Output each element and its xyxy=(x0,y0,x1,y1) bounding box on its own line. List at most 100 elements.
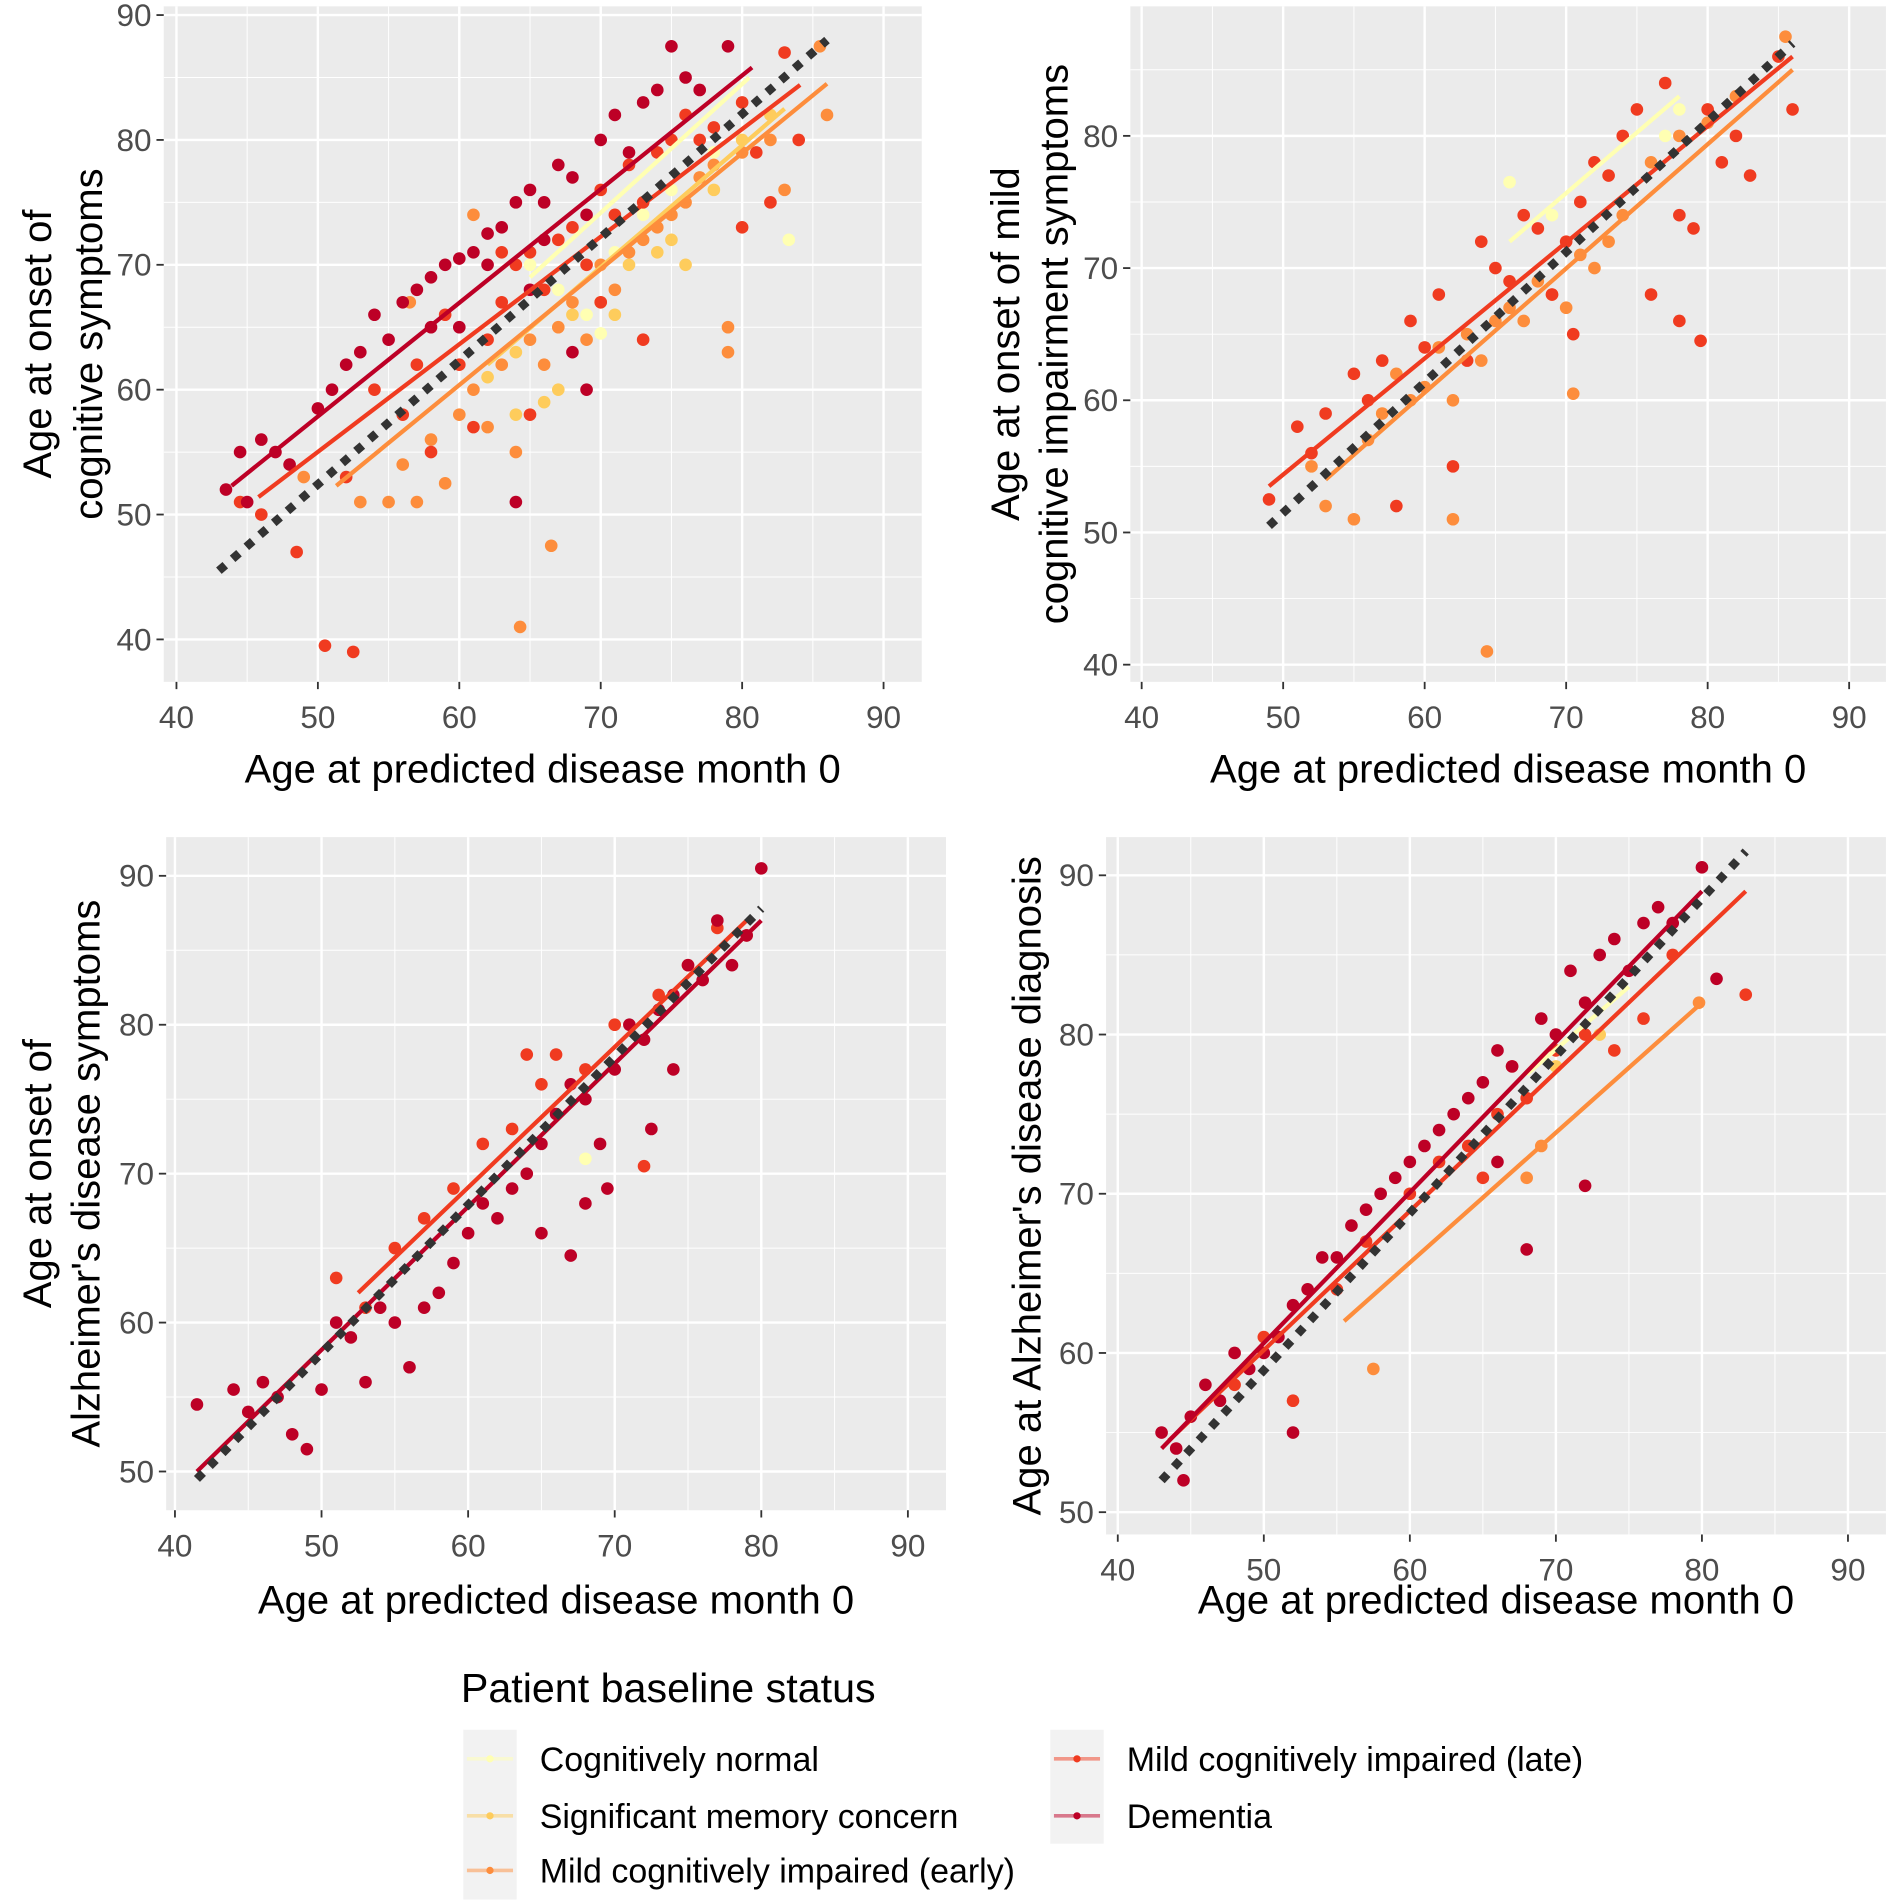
data-point-ad xyxy=(438,258,452,272)
data-point-ad xyxy=(1374,1187,1387,1201)
data-point-ad xyxy=(344,1331,358,1344)
data-point-emci xyxy=(1474,354,1488,367)
x-tick-label: 60 xyxy=(1407,699,1442,735)
data-point-emci xyxy=(509,445,523,459)
data-point-smc xyxy=(707,183,721,197)
y-tick-label: 60 xyxy=(117,372,152,408)
data-point-cn xyxy=(1658,129,1672,143)
y-tick-label: 80 xyxy=(117,122,152,158)
data-point-lmci xyxy=(608,1018,622,1032)
fit-line-ad xyxy=(1160,889,1704,1450)
data-point-lmci xyxy=(417,1212,431,1225)
data-point-emci xyxy=(778,183,791,197)
data-point-ad xyxy=(1607,932,1621,946)
x-tick-label: 50 xyxy=(1246,1552,1281,1588)
data-point-lmci xyxy=(505,1122,519,1136)
data-point-lmci xyxy=(329,1271,343,1285)
data-point-lmci xyxy=(580,258,593,272)
data-point-ad xyxy=(373,1301,387,1314)
legend-key-background xyxy=(1050,1729,1104,1844)
data-point-lmci xyxy=(637,1159,651,1173)
data-point-ad xyxy=(1388,1171,1402,1185)
data-point-ad xyxy=(1710,972,1723,986)
data-point-lmci xyxy=(749,146,763,159)
data-point-emci xyxy=(1446,512,1460,526)
legend-title: Patient baseline status xyxy=(461,1665,876,1711)
data-point-ad xyxy=(509,495,523,509)
data-point-lmci xyxy=(1573,195,1587,209)
data-point-ad xyxy=(467,246,480,259)
data-point-emci xyxy=(1559,301,1573,315)
data-point-emci xyxy=(1588,261,1601,275)
data-point-cn xyxy=(636,208,650,222)
plot-marks xyxy=(190,862,768,1482)
legend-point-swatch xyxy=(1073,1755,1081,1763)
data-point-lmci xyxy=(1262,493,1276,506)
data-point-ad xyxy=(1578,1179,1592,1193)
data-point-lmci xyxy=(1687,222,1700,235)
data-point-cn xyxy=(523,258,537,272)
fit-line-lmci xyxy=(257,83,802,499)
data-point-ad xyxy=(432,1286,446,1300)
data-point-ad xyxy=(219,483,233,496)
panel-3: 40 50 60 70 80 90 50 60 70 80 90 Age at predicted d… xyxy=(16,837,946,1622)
data-point-ad xyxy=(233,445,247,459)
data-point-ad xyxy=(537,196,551,209)
data-point-smc xyxy=(608,308,622,322)
data-point-lmci xyxy=(1489,261,1502,275)
data-point-emci xyxy=(467,208,480,222)
data-point-lmci xyxy=(1432,288,1446,301)
data-point-lmci xyxy=(549,1048,563,1061)
data-point-ad xyxy=(1177,1474,1190,1487)
y-axis-title: cognitive impairment symptoms xyxy=(1032,64,1076,624)
x-axis-title: Age at predicted disease month 0 xyxy=(245,748,841,792)
data-point-ad xyxy=(1593,948,1607,962)
data-point-ad xyxy=(190,1398,204,1411)
x-tick-label: 60 xyxy=(442,699,477,735)
data-point-lmci xyxy=(447,1182,460,1195)
data-point-cn xyxy=(782,233,796,247)
data-point-lmci xyxy=(476,1137,490,1151)
data-point-emci xyxy=(297,470,311,484)
data-point-smc xyxy=(509,408,523,421)
data-point-ad xyxy=(535,1226,548,1240)
data-point-lmci xyxy=(1517,208,1531,222)
data-point-ad xyxy=(645,1122,658,1136)
data-point-ad xyxy=(1461,1091,1475,1105)
data-point-ad xyxy=(403,1360,416,1374)
data-point-lmci xyxy=(1347,367,1361,381)
data-point-ad xyxy=(1418,1139,1431,1153)
data-point-emci xyxy=(1480,645,1494,658)
data-point-smc xyxy=(622,258,636,272)
data-point-lmci xyxy=(1566,327,1580,341)
y-tick-label: 70 xyxy=(119,1156,154,1192)
data-point-ad xyxy=(452,320,466,334)
legend-label: Mild cognitively impaired (late) xyxy=(1127,1741,1583,1779)
data-point-lmci xyxy=(1658,76,1672,90)
data-point-lmci xyxy=(495,246,509,259)
data-point-lmci xyxy=(1602,169,1615,182)
fit-line-emci xyxy=(1324,68,1794,482)
legend-label: Mild cognitively impaired (early) xyxy=(540,1853,1015,1891)
data-point-emci xyxy=(1520,1171,1533,1185)
data-point-smc xyxy=(551,383,565,396)
data-point-lmci xyxy=(410,358,424,371)
data-point-smc xyxy=(679,258,692,272)
y-tick-label: 50 xyxy=(117,496,152,532)
fit-line-emci xyxy=(334,82,829,488)
data-point-lmci xyxy=(467,420,480,434)
data-point-ad xyxy=(564,1249,578,1262)
data-point-ad xyxy=(520,1167,534,1180)
data-point-ad xyxy=(1359,1203,1373,1216)
data-point-emci xyxy=(764,133,777,147)
data-point-lmci xyxy=(520,1048,534,1061)
data-point-lmci xyxy=(792,133,806,147)
y-axis-title: Age at onset of xyxy=(16,1038,60,1308)
x-tick-label: 60 xyxy=(1392,1552,1427,1588)
data-point-emci xyxy=(438,477,452,490)
data-point-emci xyxy=(580,333,593,347)
data-point-ad xyxy=(452,252,466,265)
x-tick-label: 70 xyxy=(1549,699,1584,735)
data-point-emci xyxy=(424,433,438,446)
